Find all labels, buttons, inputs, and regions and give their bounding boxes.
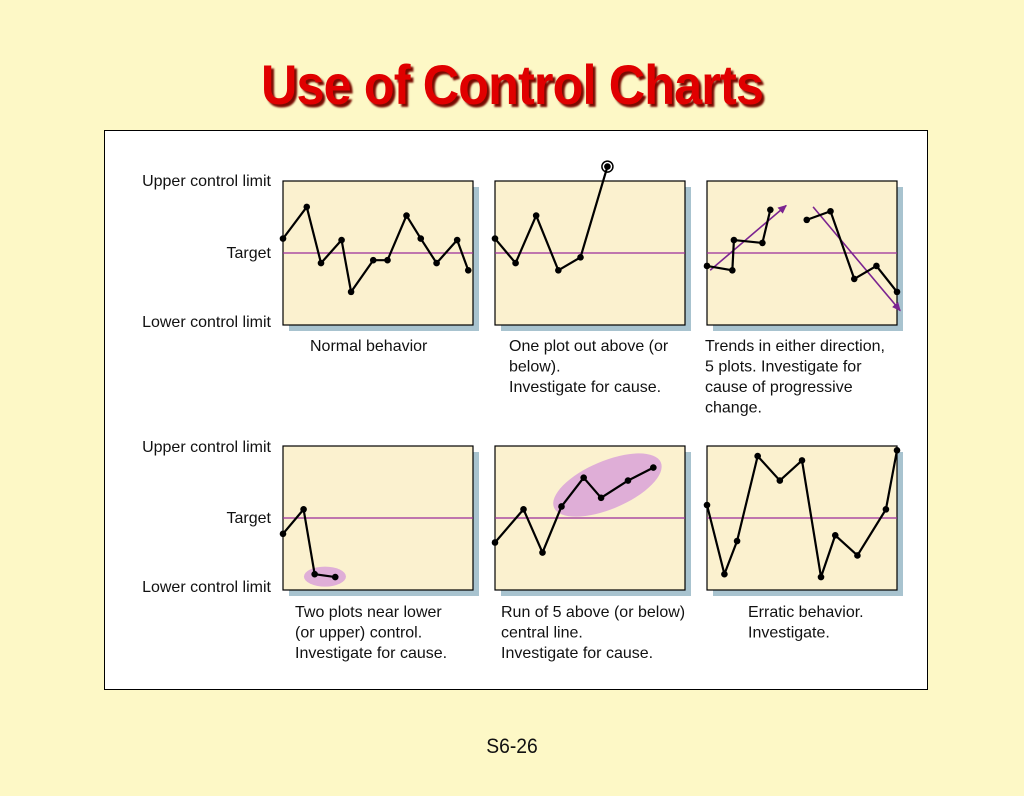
- near-lower-point-2: [300, 506, 307, 513]
- lcl-label-bottom: Lower control limit: [142, 579, 271, 596]
- trends-point-a-2: [729, 266, 736, 274]
- near-lower-point-1: [279, 530, 287, 538]
- near-lower-line: [282, 508, 336, 579]
- erratic-point-3: [733, 537, 741, 545]
- one-out-line: [494, 166, 609, 272]
- one-out-outlier-ring: [601, 160, 614, 173]
- trends-point-b-5: [893, 288, 901, 296]
- caption-one-out-line-2: below).: [509, 359, 561, 376]
- normal-point-6: [369, 256, 377, 264]
- trends-point-a-1: [703, 262, 711, 270]
- run-of-5-point-5: [580, 474, 587, 481]
- normal-point-10: [433, 259, 440, 267]
- normal-point-8: [403, 212, 410, 219]
- one-out-point-3: [532, 212, 540, 219]
- erratic-point-11: [893, 447, 901, 454]
- chart-one-out: [491, 160, 691, 331]
- normal-point-4: [338, 236, 345, 244]
- ucl-label-bottom: Upper control limit: [142, 439, 271, 456]
- erratic-point-5: [776, 477, 784, 484]
- erratic-point-1: [703, 501, 711, 509]
- caption-trends-line-4: change.: [705, 400, 762, 417]
- lcl-label-top: Lower control limit: [142, 314, 271, 331]
- caption-run-of-5-line-2: central line.: [501, 625, 583, 642]
- chart-erratic: [703, 445, 903, 596]
- run-of-5-point-6: [597, 494, 605, 502]
- target-label-top: Target: [227, 245, 272, 262]
- run-of-5-point-8: [650, 464, 657, 471]
- normal-point-1: [279, 235, 287, 242]
- run-of-5-line: [494, 466, 654, 554]
- chart-run-of-5: [491, 445, 691, 596]
- normal-point-9: [417, 235, 425, 242]
- one-out-point-6: [604, 163, 611, 170]
- caption-run-of-5-line-1: Run of 5 above (or below): [501, 604, 685, 621]
- erratic-point-9: [854, 552, 861, 559]
- caption-trends-line-3: cause of progressive: [705, 379, 853, 396]
- trend-up-arrow: [709, 204, 787, 271]
- caption-erratic-line-2: Investigate.: [748, 625, 830, 642]
- slide-title: Use of Control Charts: [261, 53, 764, 116]
- run-of-5-point-4: [558, 503, 565, 510]
- caption-normal-line-1: Normal behavior: [310, 338, 428, 355]
- charts-group: [279, 160, 903, 596]
- erratic-point-6: [798, 457, 806, 464]
- trends-point-a-5: [767, 206, 774, 214]
- run-of-5-highlight: [553, 453, 662, 517]
- trends-point-a-4: [759, 239, 766, 247]
- one-out-point-5: [577, 254, 584, 261]
- near-lower-point-4: [331, 573, 339, 581]
- run-of-5-point-7: [624, 477, 632, 484]
- erratic-point-4: [754, 452, 761, 460]
- near-lower-point-3: [311, 570, 318, 578]
- run-of-5-point-2: [520, 506, 527, 513]
- figure-panel: Upper control limit Target Lower control…: [104, 130, 928, 690]
- caption-one-out-line-1: One plot out above (or: [509, 338, 669, 355]
- trends-point-b-3: [850, 275, 858, 283]
- normal-point-5: [347, 288, 355, 296]
- captions-group: Normal behavior One plot out above (or bel…: [295, 338, 885, 662]
- caption-near-lower-line-2: (or upper) control.: [295, 625, 422, 642]
- caption-near-lower-line-1: Two plots near lower: [295, 604, 442, 621]
- erratic-point-7: [817, 573, 825, 581]
- trend-down-arrow: [812, 206, 901, 312]
- chart-normal: [279, 180, 479, 331]
- caption-trends-line-2: 5 plots. Investigate for: [705, 359, 862, 376]
- chart-trends: [703, 180, 903, 331]
- ucl-label-top: Upper control limit: [142, 173, 271, 190]
- trends-point-b-2: [827, 207, 834, 215]
- trends-point-b-1: [803, 216, 811, 224]
- erratic-point-10: [882, 506, 890, 513]
- run-of-5-point-3: [539, 549, 546, 556]
- caption-trends-line-1: Trends in either direction,: [705, 338, 885, 355]
- one-out-point-4: [555, 266, 562, 274]
- normal-point-7: [384, 256, 391, 264]
- control-chart-figure: Upper control limit Target Lower control…: [142, 160, 903, 662]
- erratic-point-2: [721, 570, 728, 578]
- normal-point-2: [303, 203, 311, 211]
- normal-point-3: [317, 259, 325, 267]
- one-out-point-2: [512, 259, 519, 267]
- chart-near-lower: [279, 445, 479, 596]
- normal-point-11: [453, 236, 461, 244]
- one-out-point-1: [491, 235, 499, 242]
- target-label-bottom: Target: [227, 510, 272, 527]
- normal-line: [282, 205, 470, 293]
- caption-near-lower-line-3: Investigate for cause.: [295, 645, 447, 662]
- run-of-5-point-1: [491, 539, 499, 546]
- erratic-point-8: [831, 531, 839, 539]
- trends-point-a-3: [730, 236, 738, 244]
- normal-point-12: [464, 266, 472, 274]
- caption-erratic-line-1: Erratic behavior.: [748, 604, 864, 621]
- page-number: S6-26: [486, 735, 538, 758]
- trends-point-b-4: [873, 262, 880, 270]
- caption-run-of-5-line-3: Investigate for cause.: [501, 645, 653, 662]
- caption-one-out-line-3: Investigate for cause.: [509, 379, 661, 396]
